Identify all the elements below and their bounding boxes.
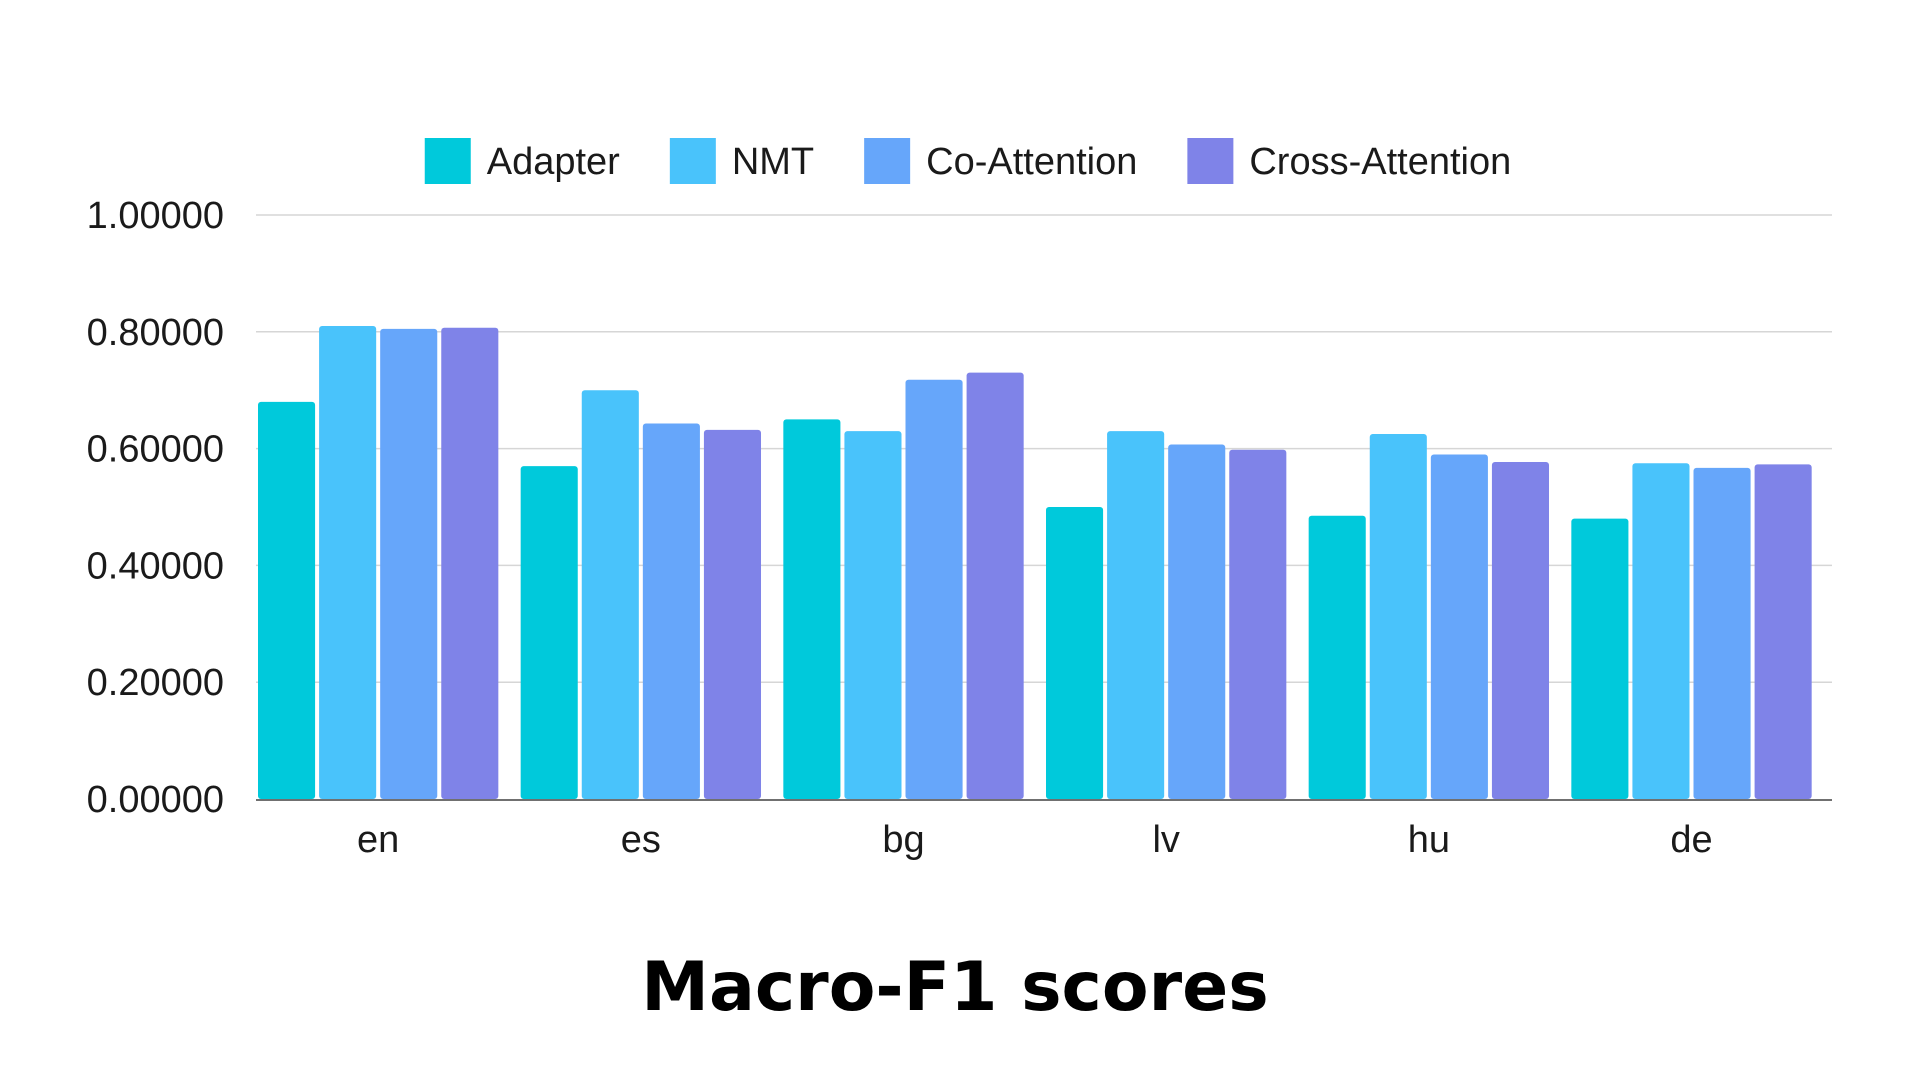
y-tick-label: 1.00000 [87, 195, 224, 237]
bar-lv-nmt [1107, 431, 1165, 799]
bar-de-cross-attention [1754, 464, 1812, 799]
bar-lv-adapter [1046, 507, 1104, 799]
legend-label: Co-Attention [926, 141, 1137, 183]
legend-label: NMT [732, 141, 814, 183]
legend-swatch [1187, 138, 1234, 184]
bar-es-cross-attention [703, 429, 762, 799]
x-tick-label: es [621, 819, 661, 861]
bar-de-adapter [1571, 518, 1629, 799]
legend: Adapter NMT Co-Attention Cross-Attention [424, 138, 1511, 184]
bar-hu-nmt [1369, 434, 1427, 799]
x-tick-label: hu [1408, 819, 1450, 861]
y-tick-label: 0.00000 [87, 779, 224, 821]
x-tick-label: bg [882, 819, 924, 861]
gridlines [256, 214, 1832, 683]
x-axis-ticks: en es bg lv hu de [357, 819, 1713, 861]
bar-hu-co-attention [1430, 454, 1488, 799]
bar-bg-nmt [844, 431, 902, 799]
bar-bg-co-attention [905, 379, 963, 799]
bar-es-nmt [581, 390, 639, 799]
y-tick-label: 0.40000 [87, 545, 224, 587]
bar-hu-adapter [1308, 515, 1366, 799]
bar-hu-cross-attention [1491, 462, 1550, 799]
legend-swatch [669, 138, 716, 184]
x-tick-label: en [357, 819, 399, 861]
bar-bg-adapter [783, 419, 841, 799]
bar-de-co-attention [1693, 467, 1751, 799]
chart-title: Macro-F1 scores [641, 948, 1268, 1027]
bar-lv-co-attention [1168, 444, 1226, 799]
bar-bg-cross-attention [966, 372, 1024, 799]
bar-en-co-attention [380, 328, 438, 799]
legend-swatch [424, 138, 471, 184]
x-tick-label: de [1670, 819, 1712, 861]
bar-en-nmt [319, 325, 377, 799]
bar-de-nmt [1632, 463, 1690, 799]
bar-en-adapter [258, 401, 316, 799]
legend-swatch [864, 138, 911, 184]
bar-en-cross-attention [441, 327, 499, 799]
y-tick-label: 0.60000 [87, 429, 224, 471]
bar-es-adapter [520, 466, 578, 799]
x-tick-label: lv [1152, 819, 1179, 861]
bar-es-co-attention [642, 423, 700, 799]
legend-label: Adapter [487, 141, 620, 183]
y-axis-ticks: 0.00000 0.20000 0.40000 0.60000 0.80000 1.000… [87, 195, 224, 821]
y-tick-label: 0.80000 [87, 312, 224, 354]
bar-lv-cross-attention [1229, 449, 1287, 799]
bars [258, 325, 1812, 799]
legend-label: Cross-Attention [1249, 141, 1511, 183]
y-tick-label: 0.20000 [87, 662, 224, 704]
